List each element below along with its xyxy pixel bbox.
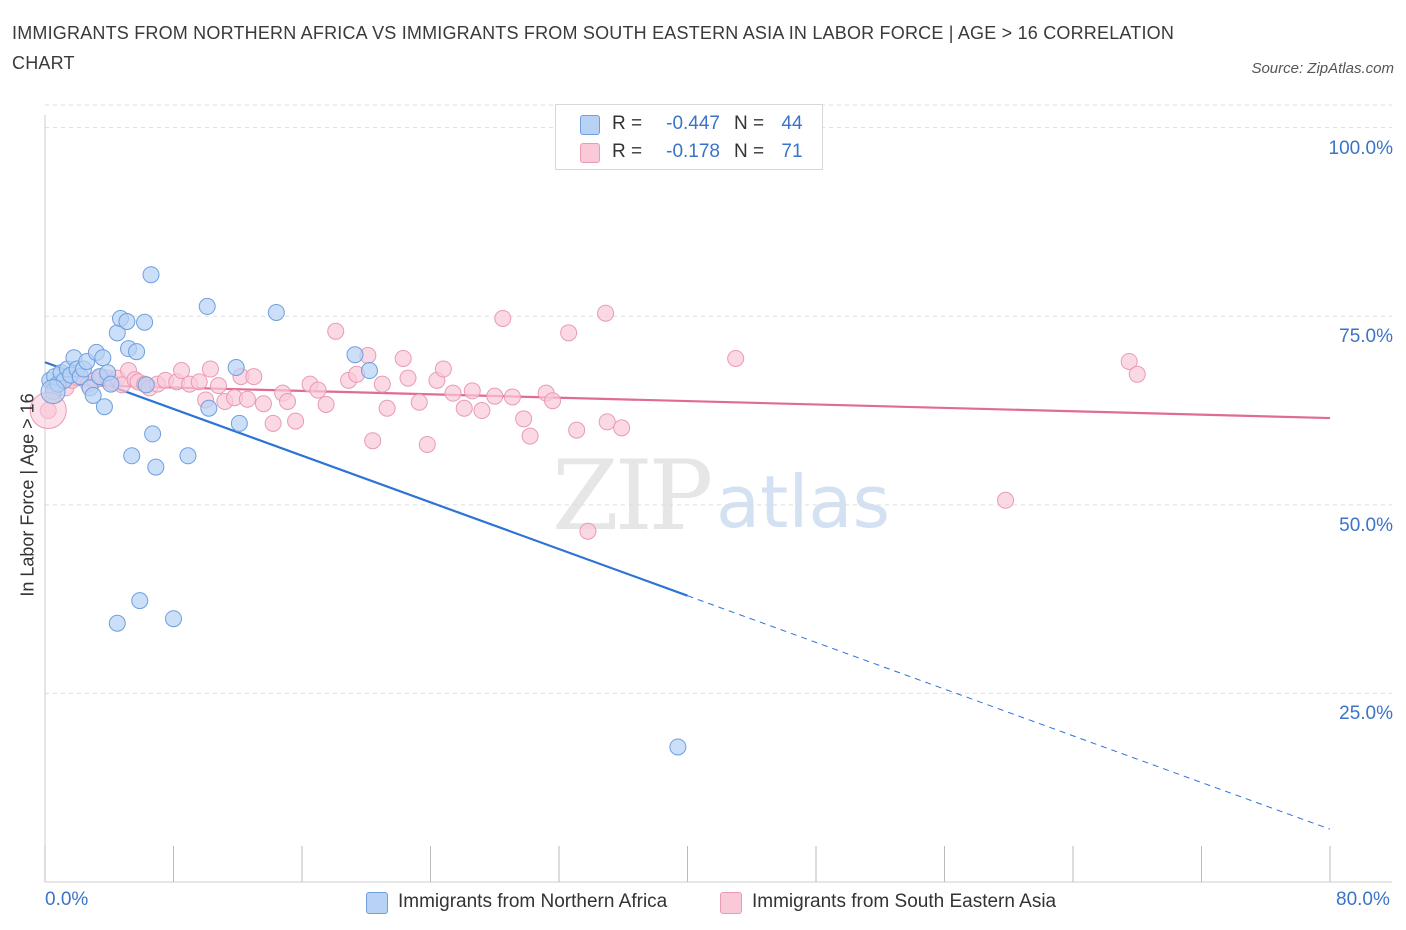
point-northern-africa xyxy=(346,346,364,364)
point-northern-africa xyxy=(95,398,113,416)
point-south-eastern-asia xyxy=(327,322,345,340)
point-south-eastern-asia xyxy=(597,304,615,322)
point-northern-africa xyxy=(165,610,182,628)
point-south-eastern-asia xyxy=(494,309,512,327)
point-south-eastern-asia xyxy=(410,393,428,411)
point-south-eastern-asia xyxy=(444,384,462,402)
point-south-eastern-asia xyxy=(613,419,631,437)
point-south-eastern-asia xyxy=(254,395,272,413)
point-northern-africa xyxy=(102,375,120,393)
axes xyxy=(44,115,1392,883)
point-south-eastern-asia xyxy=(568,421,586,439)
series1-n-value: 44 xyxy=(781,113,803,134)
point-south-eastern-asia xyxy=(515,410,533,428)
point-northern-africa xyxy=(669,738,687,756)
point-south-eastern-asia xyxy=(434,360,452,378)
data-points xyxy=(29,266,1146,756)
point-south-eastern-asia xyxy=(317,395,335,413)
point-south-eastern-asia xyxy=(190,373,208,391)
point-south-eastern-asia xyxy=(201,360,219,378)
point-northern-africa xyxy=(230,414,248,432)
y-tick-label: 100.0% xyxy=(1328,137,1393,159)
point-south-eastern-asia xyxy=(997,491,1015,509)
source-label: Source: ZipAtlas.com xyxy=(1251,60,1394,77)
point-northern-africa xyxy=(94,349,112,367)
point-south-eastern-asia xyxy=(245,368,263,386)
x-tick-label-min: 0.0% xyxy=(45,889,89,910)
series1-r-value: -0.447 xyxy=(666,113,720,134)
y-tick-label: 50.0% xyxy=(1339,514,1393,536)
point-northern-africa xyxy=(84,386,102,404)
x-tick-label-max: 80.0% xyxy=(1336,889,1390,910)
trendline-northern-africa xyxy=(44,361,688,597)
point-south-eastern-asia xyxy=(1120,352,1138,370)
point-south-eastern-asia xyxy=(560,324,578,342)
point-south-eastern-asia xyxy=(544,392,562,410)
point-northern-africa xyxy=(227,359,245,377)
legend-swatch-series2 xyxy=(720,892,742,914)
point-northern-africa xyxy=(360,362,378,380)
point-northern-africa xyxy=(179,447,197,465)
series1-swatch xyxy=(580,115,600,135)
point-south-eastern-asia xyxy=(373,375,391,393)
trend-lines xyxy=(44,361,1331,830)
point-south-eastern-asia xyxy=(473,402,491,420)
watermark-atlas: atlas xyxy=(716,460,890,544)
n-label: N = xyxy=(734,141,765,162)
point-south-eastern-asia xyxy=(399,369,417,387)
series2-n-value: 71 xyxy=(781,141,803,162)
point-northern-africa xyxy=(142,266,160,284)
series2-r-value: -0.178 xyxy=(666,141,720,162)
point-northern-africa xyxy=(123,447,141,465)
point-south-eastern-asia xyxy=(463,382,481,400)
point-northern-africa xyxy=(40,379,66,405)
point-northern-africa xyxy=(198,297,216,315)
point-south-eastern-asia xyxy=(1128,365,1146,383)
point-south-eastern-asia xyxy=(521,427,539,445)
point-south-eastern-asia xyxy=(455,399,473,417)
point-south-eastern-asia xyxy=(486,387,504,405)
point-south-eastern-asia xyxy=(173,362,191,380)
point-south-eastern-asia xyxy=(503,388,521,406)
watermark-zip: ZIP xyxy=(552,440,713,552)
chart-title: IMMIGRANTS FROM NORTHERN AFRICA VS IMMIG… xyxy=(12,23,1175,73)
point-northern-africa xyxy=(128,343,146,361)
legend-label-series2: Immigrants from South Eastern Asia xyxy=(752,891,1057,912)
point-northern-africa xyxy=(137,376,155,394)
r-label: R = xyxy=(612,113,643,134)
y-axis-label: In Labor Force | Age > 16 xyxy=(17,393,38,597)
point-south-eastern-asia xyxy=(238,390,256,408)
n-label: N = xyxy=(734,113,765,134)
point-south-eastern-asia xyxy=(309,381,327,399)
legend-label-series1: Immigrants from Northern Africa xyxy=(398,891,668,912)
stats-legend-box: R = -0.447 N = 44 R = -0.178 N = 71 xyxy=(555,104,823,170)
y-tick-label: 75.0% xyxy=(1339,326,1393,348)
point-northern-africa xyxy=(131,592,149,610)
point-northern-africa xyxy=(136,313,154,331)
trendline-northern-africa-projection xyxy=(687,595,1331,830)
point-northern-africa xyxy=(144,425,162,443)
point-south-eastern-asia xyxy=(394,349,412,367)
series2-swatch xyxy=(580,143,600,163)
point-northern-africa xyxy=(118,313,136,331)
point-northern-africa xyxy=(200,399,218,417)
point-south-eastern-asia xyxy=(418,435,436,453)
point-south-eastern-asia xyxy=(364,432,382,450)
point-northern-africa xyxy=(108,614,126,632)
point-south-eastern-asia xyxy=(579,522,597,540)
point-northern-africa xyxy=(267,303,285,321)
point-south-eastern-asia xyxy=(264,414,282,432)
legend-swatch-series1 xyxy=(366,892,388,914)
r-label: R = xyxy=(612,141,643,162)
point-south-eastern-asia xyxy=(598,413,616,431)
point-northern-africa xyxy=(147,458,165,476)
trendline-south-eastern-asia xyxy=(44,383,1331,420)
point-south-eastern-asia xyxy=(727,349,745,367)
point-south-eastern-asia xyxy=(279,392,297,410)
point-south-eastern-asia xyxy=(378,399,396,417)
point-south-eastern-asia xyxy=(209,377,227,395)
point-south-eastern-asia xyxy=(287,412,305,430)
y-tick-label: 25.0% xyxy=(1339,703,1393,725)
